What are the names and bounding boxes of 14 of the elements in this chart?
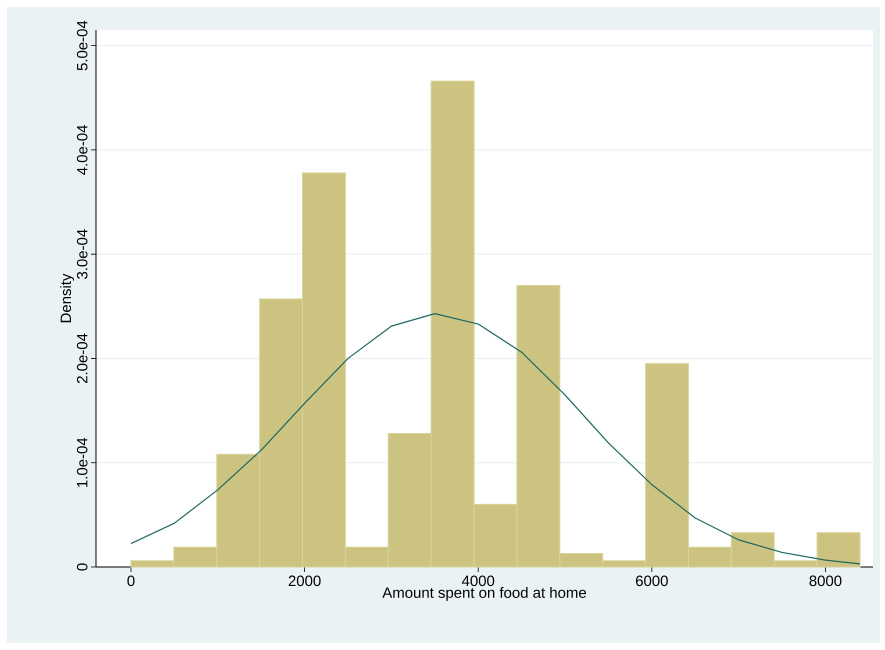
y-tick-label: 0 <box>76 563 88 571</box>
y-tick-label: 4.0e-04 <box>76 125 88 175</box>
x-tick-label: 8000 <box>809 576 842 586</box>
y-tick-label: 5.0e-04 <box>76 20 88 70</box>
x-axis-title: Amount spent on food at home <box>382 586 586 601</box>
y-tick-label: 1.0e-04 <box>76 438 88 487</box>
line-series <box>130 313 861 564</box>
x-tick-label: 2000 <box>288 576 321 586</box>
x-tick-label: 0 <box>127 576 135 586</box>
x-tick-label: 4000 <box>462 576 494 586</box>
x-tick-label: 6000 <box>636 576 668 586</box>
y-tick-label: 3.0e-04 <box>76 229 88 279</box>
y-axis-title: Density <box>60 274 74 322</box>
y-tick-label: 2.0e-04 <box>76 334 88 384</box>
